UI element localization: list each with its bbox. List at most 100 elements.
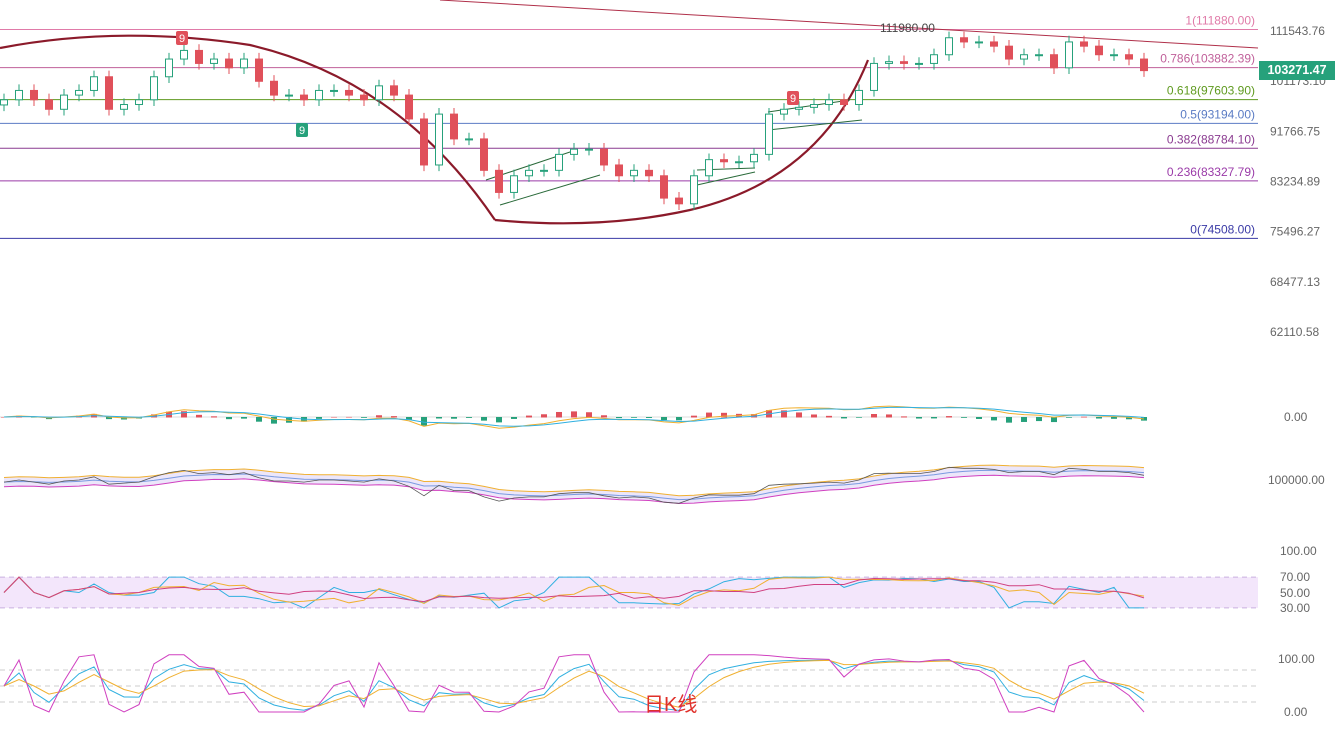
macd-histogram-bar — [496, 417, 502, 423]
macd-histogram-bar — [691, 415, 697, 418]
boll-tick: 100000.00 — [1268, 473, 1325, 487]
macd-histogram-bar — [361, 417, 367, 418]
macd-histogram-bar — [826, 415, 832, 418]
macd-histogram-bar — [1036, 417, 1042, 422]
candle-body — [330, 89, 338, 92]
candle-body — [405, 94, 413, 120]
macd-histogram-bar — [106, 417, 112, 420]
y-tick-label: 62110.58 — [1270, 325, 1319, 339]
candle-body — [15, 89, 23, 101]
macd-histogram-bar — [406, 417, 412, 420]
macd-histogram-bar — [931, 417, 937, 419]
rsi-line — [3, 576, 1145, 603]
y-tick-label: 68477.13 — [1270, 275, 1320, 289]
td-marker — [176, 31, 188, 45]
candle-body — [1020, 54, 1028, 60]
candle-body — [840, 99, 848, 106]
macd-histogram-bar — [526, 415, 532, 418]
macd-histogram-bar — [1006, 417, 1012, 423]
macd-histogram-bar — [421, 417, 427, 426]
peak-price-label: 111980.00 — [880, 21, 935, 35]
macd-histogram-bar — [796, 412, 802, 418]
macd-histogram-bar — [616, 417, 622, 419]
candle-body — [60, 94, 68, 110]
macd-histogram-bar — [256, 417, 262, 422]
candle-body — [315, 89, 323, 101]
macd-tick: 0.00 — [1284, 410, 1308, 424]
y-tick-label: 111543.76 — [1270, 24, 1325, 38]
candle-body — [795, 106, 803, 110]
macd-histogram-bar — [901, 416, 907, 418]
macd-histogram-bar — [556, 411, 562, 418]
candle-body — [375, 85, 383, 101]
rsi-tick: 30.00 — [1280, 601, 1310, 615]
macd-histogram-bar — [1051, 417, 1057, 423]
candle-body — [1005, 45, 1013, 60]
candle-body — [1140, 58, 1148, 72]
candle-body — [720, 159, 728, 163]
candle-body — [240, 58, 248, 69]
macd-histogram-bar — [1081, 416, 1087, 418]
kdj-tick: 100.00 — [1278, 652, 1315, 666]
macd-histogram-bar — [571, 411, 577, 418]
candle-body — [345, 89, 353, 96]
candle-body — [135, 99, 143, 106]
macd-histogram-bar — [676, 417, 682, 421]
candle-body — [930, 54, 938, 64]
candle-body — [540, 169, 548, 172]
candle-body — [660, 175, 668, 199]
candle-body — [960, 37, 968, 43]
period-watermark: 日K线 — [644, 694, 698, 716]
y-tick-label: 75496.27 — [1270, 225, 1320, 239]
macd-histogram-bar — [841, 417, 847, 419]
candle-body — [750, 153, 758, 163]
candle-body — [885, 61, 893, 64]
macd-histogram-bar — [511, 417, 517, 419]
candle-body — [75, 89, 83, 96]
macd-histogram-bar — [226, 417, 232, 420]
fib-level-label: 0.236(83327.79) — [1167, 165, 1255, 179]
macd-histogram-bar — [1066, 417, 1072, 418]
candle-body — [360, 94, 368, 101]
td-marker — [296, 123, 308, 137]
candle-body — [825, 99, 833, 106]
rsi-tick: 100.00 — [1280, 544, 1317, 558]
boll-lower-line — [3, 474, 1145, 505]
candle-body — [525, 169, 533, 177]
macd-histogram-bar — [811, 414, 817, 418]
macd-histogram-bar — [436, 417, 442, 419]
candle-body — [1125, 54, 1133, 60]
macd-histogram-bar — [661, 417, 667, 421]
macd-histogram-bar — [871, 413, 877, 418]
candle-body — [255, 58, 263, 82]
fib-level-label: 0.618(97603.90) — [1167, 84, 1255, 98]
macd-histogram-bar — [376, 415, 382, 418]
cup-arc-left — [0, 34, 496, 221]
candle-body — [945, 37, 953, 56]
macd-histogram-bar — [601, 415, 607, 418]
macd-histogram-bar — [646, 417, 652, 418]
candle-body — [600, 148, 608, 166]
candle-body — [420, 118, 428, 166]
last-price-tag: 103271.47 — [1259, 61, 1335, 80]
macd-histogram-bar — [316, 417, 322, 419]
kdj-d-line — [3, 659, 1145, 708]
candle-body — [735, 161, 743, 164]
fib-level-label: 0.382(88784.10) — [1167, 132, 1255, 146]
candle-body — [30, 89, 38, 101]
candle-body — [1035, 54, 1043, 57]
fib-level-label: 1(111880.00) — [1185, 13, 1255, 27]
candle-body — [150, 76, 158, 101]
macd-histogram-bar — [1111, 417, 1117, 419]
candle-body — [495, 169, 503, 193]
channel-lines — [485, 99, 863, 206]
macd-histogram-bar — [241, 417, 247, 419]
macd-histogram-bar — [586, 412, 592, 418]
candle-body — [1095, 45, 1103, 56]
candle-body — [450, 113, 458, 140]
boll-price-line — [3, 466, 1145, 504]
candle-body — [270, 80, 278, 96]
candle-body — [510, 175, 518, 193]
boll-band-fill — [4, 465, 1144, 504]
